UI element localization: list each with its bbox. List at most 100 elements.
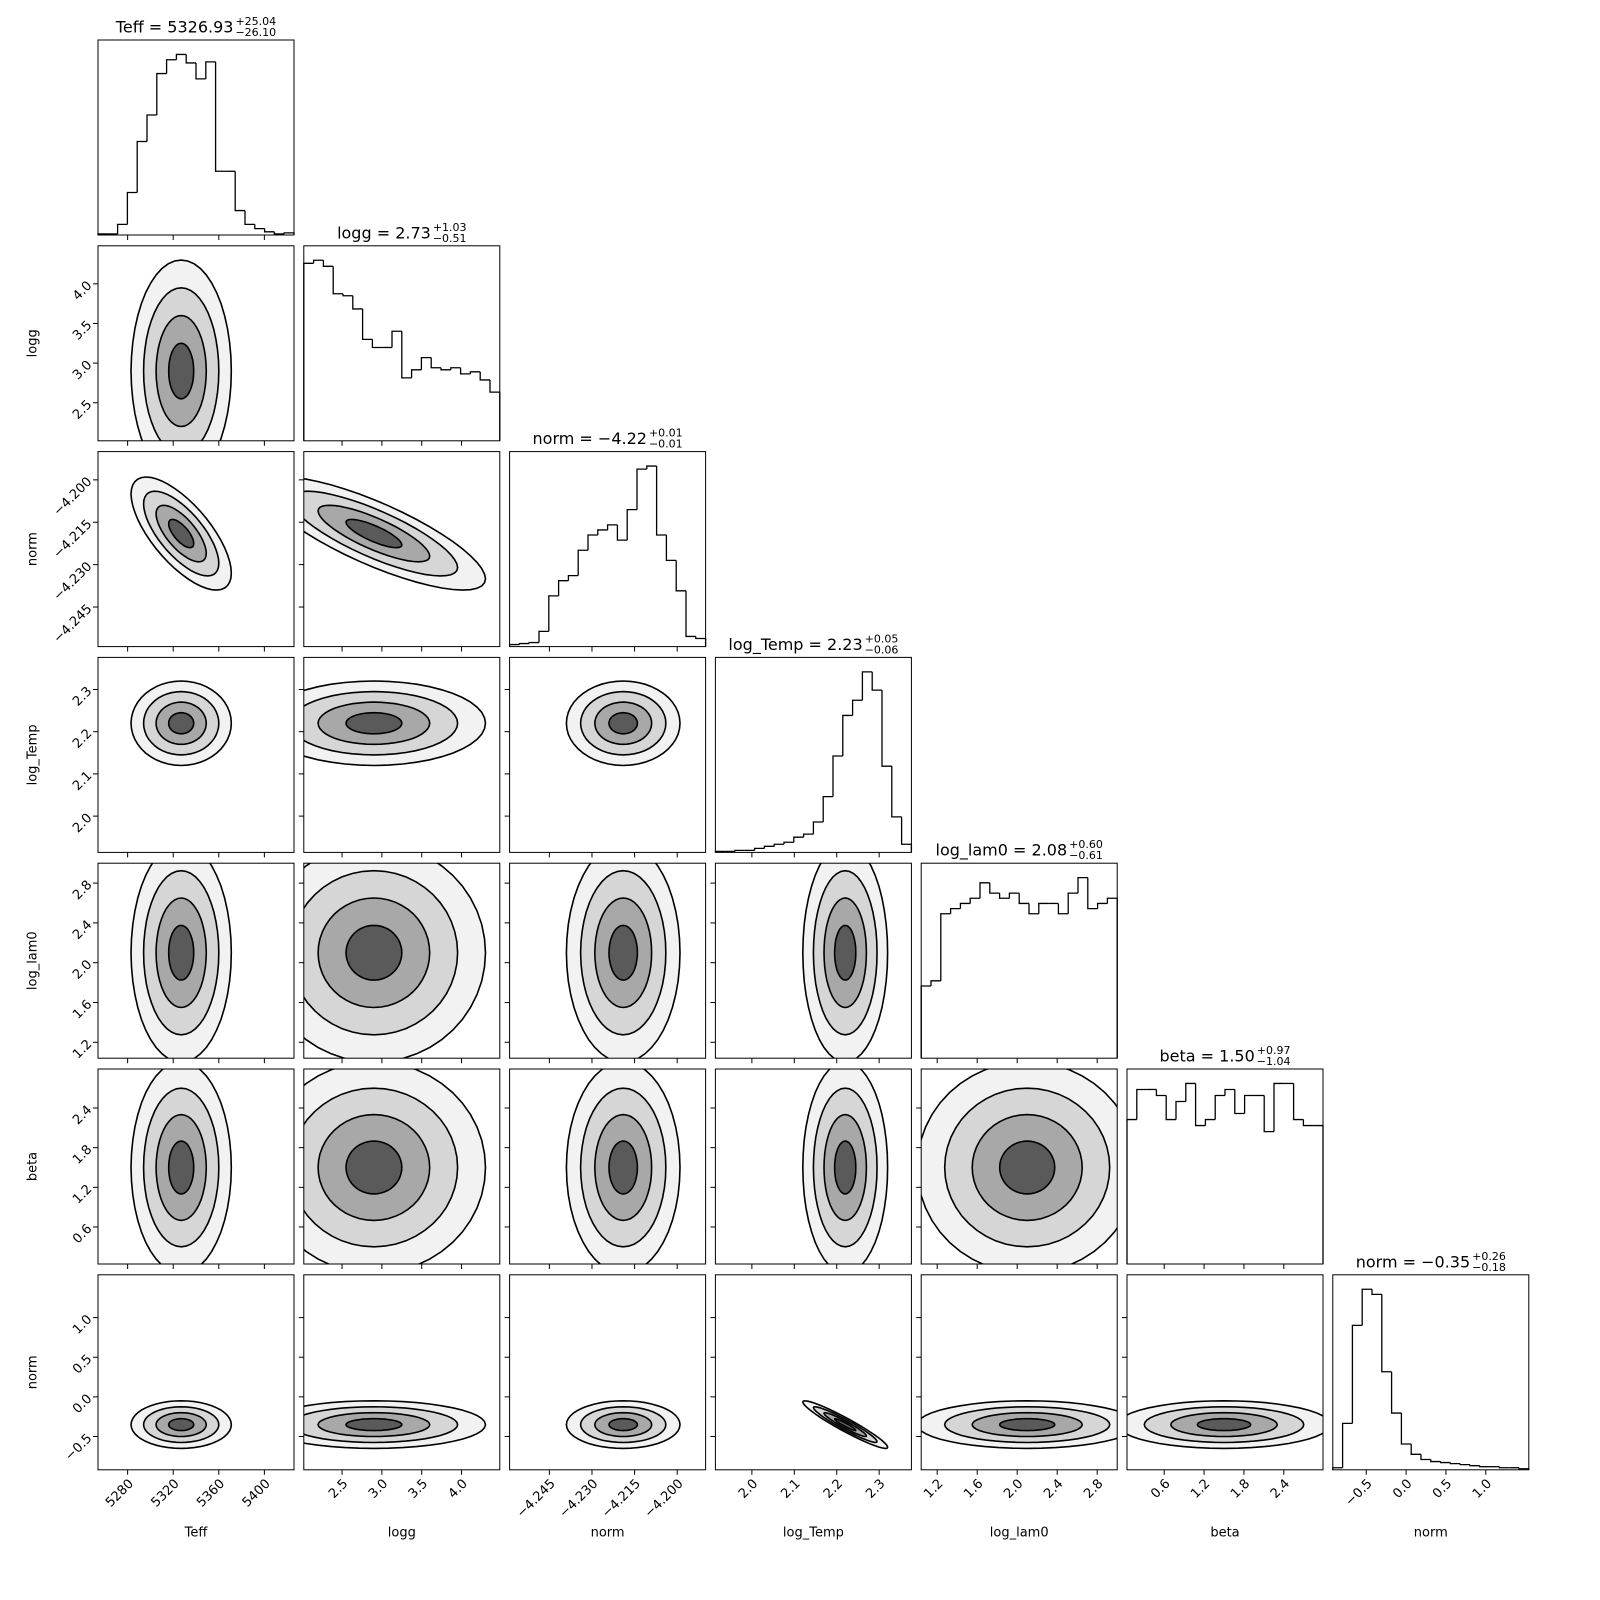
panel-frame (303, 451, 501, 648)
hist-step (479, 371, 490, 381)
hist-step (1214, 1094, 1225, 1120)
panel-frame (920, 1068, 1118, 1265)
hist-step (1204, 1118, 1216, 1126)
panel-frame (509, 656, 707, 853)
hist-step (1390, 1371, 1402, 1414)
hist-step (273, 231, 285, 235)
hist-step (881, 690, 892, 767)
x-axis-label: Teff (184, 1526, 209, 1541)
hist-step (1243, 1094, 1255, 1114)
contour (345, 518, 403, 549)
title-lower: −0.51 (433, 232, 467, 245)
hist-step (646, 465, 657, 470)
hist-step (763, 845, 775, 849)
panel-title: log_lam0 = 2.08 (936, 841, 1068, 861)
contours (303, 1069, 487, 1264)
panel (916, 1068, 1118, 1269)
hist-step (783, 841, 794, 845)
panel (298, 656, 501, 858)
panel-frame (1126, 1068, 1324, 1265)
title-lower: −0.61 (1069, 849, 1103, 862)
hist-step (1077, 876, 1088, 894)
hist-step (1263, 1095, 1274, 1133)
hist-step (626, 509, 637, 541)
y-axis-label: log_lam0 (26, 931, 41, 990)
hist-step (1400, 1413, 1412, 1445)
panel (504, 862, 707, 1064)
hist-step (930, 980, 941, 986)
hist-step (312, 259, 324, 264)
contour (167, 711, 195, 735)
contours (801, 1400, 889, 1450)
hist-step (1008, 892, 1020, 899)
y-axis-label: norm (26, 532, 41, 566)
panel (710, 1068, 912, 1269)
panel-frame (509, 862, 707, 1059)
panel-title: norm = −0.35 (1356, 1252, 1470, 1271)
panel-title: logg = 2.73 (337, 223, 431, 242)
contour (608, 924, 639, 981)
hist-step (126, 191, 138, 225)
hist-step (812, 821, 824, 835)
panel-frame (303, 1274, 501, 1471)
hist-step (401, 331, 412, 379)
title-upper: +0.60 (1069, 838, 1103, 851)
hist-step (1420, 1454, 1431, 1461)
contour (833, 924, 857, 981)
hist-step (1449, 1462, 1461, 1465)
hist-step (156, 72, 167, 115)
panel-frame (714, 1274, 912, 1471)
contours (801, 863, 889, 1059)
contours (565, 1069, 681, 1264)
contours (1127, 1399, 1323, 1450)
y-axis-label: norm (26, 1355, 41, 1389)
hist-step (185, 54, 196, 64)
hist-step (146, 114, 157, 142)
contours (303, 477, 487, 591)
panel (303, 245, 501, 446)
hist-step (1430, 1459, 1441, 1463)
contour (167, 1140, 195, 1195)
x-axis-label: logg (388, 1526, 416, 1541)
contours (130, 476, 233, 591)
panel-title: log_Temp = 2.23 (728, 635, 862, 655)
panel (298, 451, 501, 652)
hist-step (254, 224, 265, 230)
hist-step (1410, 1444, 1421, 1455)
hist-step (1136, 1088, 1147, 1120)
contour (345, 1417, 403, 1432)
contour (167, 518, 195, 549)
contour (608, 1417, 639, 1432)
hist-step (616, 524, 628, 541)
panel-frame (920, 1274, 1118, 1471)
contour (1196, 1417, 1252, 1432)
panel-frame (303, 1068, 501, 1265)
hist-step (430, 357, 441, 369)
contours (303, 1399, 487, 1450)
hist-step (871, 671, 882, 691)
hist-step (861, 671, 873, 701)
hist-step (1096, 902, 1108, 909)
contour (345, 924, 403, 981)
contours (303, 680, 487, 767)
contours (130, 259, 233, 441)
hist-step (136, 140, 147, 193)
panel-frame (97, 862, 295, 1059)
panel (504, 1068, 707, 1269)
panel-title: norm = −4.22 (533, 429, 647, 448)
y-axis-label: logg (26, 329, 41, 357)
hist-step (214, 61, 226, 172)
hist-step (734, 849, 745, 852)
hist-step (685, 590, 696, 638)
contours (130, 863, 233, 1059)
panel-frame (1332, 1274, 1530, 1471)
hist-step (636, 468, 647, 510)
hist-step (528, 641, 539, 644)
hist-step (175, 53, 187, 60)
hist-step (597, 529, 608, 536)
hist-step (1028, 903, 1039, 915)
hist-step (263, 228, 275, 233)
panel-frame (920, 862, 1118, 1059)
panel-frame (97, 1274, 295, 1471)
